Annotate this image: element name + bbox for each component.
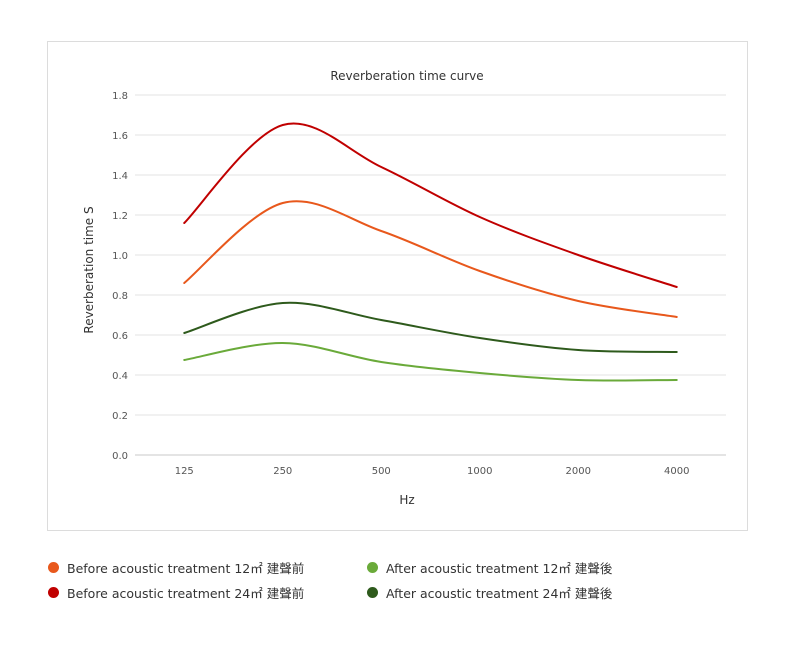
y-tick-label: 0.6: [112, 331, 128, 342]
y-tick-label: 1.6: [112, 131, 128, 142]
legend-item-after-12: After acoustic treatment 12㎡ 建聲後: [367, 558, 612, 577]
y-tick-label: 1.2: [112, 211, 128, 222]
legend-label: After acoustic treatment 12㎡ 建聲後: [386, 561, 613, 576]
legend-item-before-24: Before acoustic treatment 24㎡ 建聲前: [48, 583, 304, 602]
y-tick-label: 1.4: [112, 171, 128, 182]
legend-item-before-12: Before acoustic treatment 12㎡ 建聲前: [48, 558, 304, 577]
y-tick-label: 0.0: [112, 451, 128, 462]
y-tick-label: 0.8: [112, 291, 128, 302]
y-tick-label: 0.2: [112, 411, 128, 422]
x-axis-label: Hz: [399, 493, 414, 507]
x-tick-label: 250: [273, 466, 292, 477]
legend-swatch: [367, 587, 378, 598]
x-tick-label: 4000: [664, 466, 689, 477]
series-line-1: [183, 122, 678, 288]
legend-swatch: [48, 587, 59, 598]
x-tick-label: 1000: [467, 466, 492, 477]
chart-frame: [47, 41, 748, 531]
legend-label: After acoustic treatment 24㎡ 建聲後: [386, 586, 613, 601]
x-tick-label: 2000: [566, 466, 591, 477]
x-tick-label: 125: [175, 466, 194, 477]
y-tick-label: 1.0: [112, 251, 128, 262]
series-line-3: [183, 301, 678, 353]
series-line-0: [183, 200, 678, 318]
legend-swatch: [48, 562, 59, 573]
x-tick-label: 500: [372, 466, 391, 477]
legend-swatch: [367, 562, 378, 573]
y-tick-label: 0.4: [112, 371, 128, 382]
legend-label: Before acoustic treatment 24㎡ 建聲前: [67, 586, 305, 601]
series-line-2: [183, 341, 678, 382]
y-tick-label: 1.8: [112, 91, 128, 102]
legend-label: Before acoustic treatment 12㎡ 建聲前: [67, 561, 305, 576]
chart-title: Reverberation time curve: [330, 69, 483, 83]
legend-item-after-24: After acoustic treatment 24㎡ 建聲後: [367, 583, 612, 602]
y-axis-label: Reverberation time S: [82, 206, 96, 333]
